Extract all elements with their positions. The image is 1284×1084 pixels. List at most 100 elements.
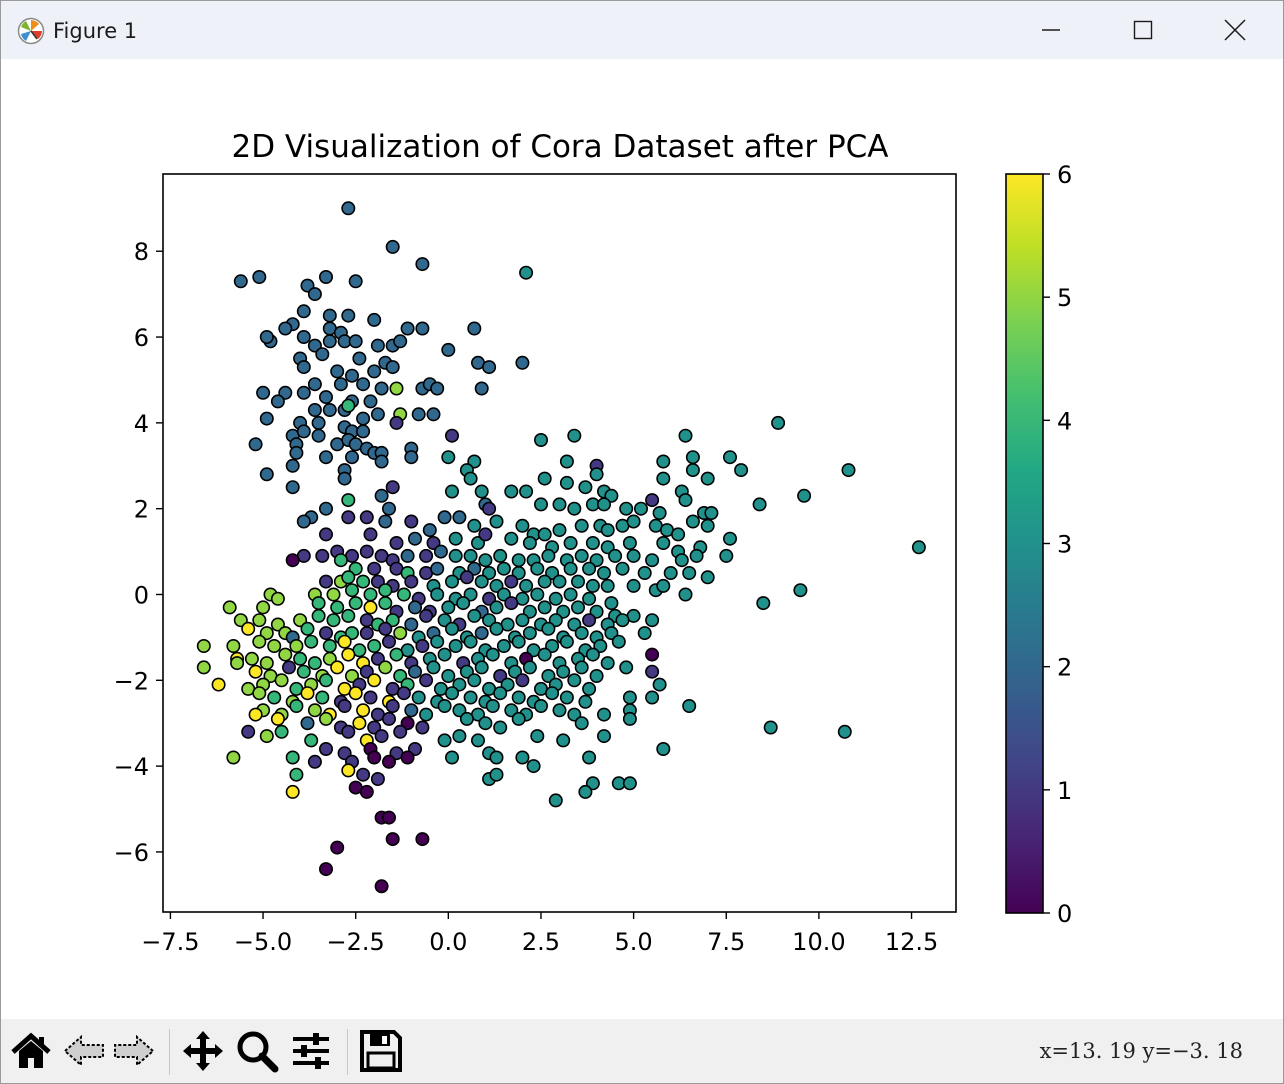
scatter-point — [671, 527, 686, 542]
maximize-button[interactable] — [1097, 1, 1189, 59]
scatter-point — [489, 767, 504, 782]
scatter-point — [248, 437, 263, 452]
scatter-point — [267, 690, 282, 705]
scatter-point — [474, 626, 489, 641]
scatter-point — [437, 510, 452, 525]
scatter-point — [552, 523, 567, 538]
scatter-point — [241, 724, 256, 739]
scatter-point — [637, 565, 652, 580]
scatter-point — [841, 463, 856, 478]
scatter-point — [567, 501, 582, 516]
scatter-point — [793, 583, 808, 598]
scatter-point — [385, 360, 400, 375]
scatter-point — [356, 574, 371, 589]
scatter-point — [700, 471, 715, 486]
scatter-point — [459, 711, 474, 726]
scatter-point — [374, 729, 389, 744]
scatter-point — [911, 540, 926, 555]
scatter-point — [444, 750, 459, 765]
scatter-point — [596, 707, 611, 722]
colorbar — [1005, 173, 1044, 914]
scatter-point — [419, 608, 434, 623]
y-tick-label: 0 — [134, 581, 149, 609]
scatter-point — [474, 381, 489, 396]
scatter-point — [552, 703, 567, 718]
x-tick-label: 2.5 — [522, 928, 560, 956]
scatter-point — [685, 514, 700, 529]
points-layer — [196, 201, 926, 894]
save-icon[interactable] — [359, 1029, 403, 1073]
scatter-point — [311, 415, 326, 430]
scatter-point — [378, 514, 393, 529]
scatter-point — [352, 716, 367, 731]
scatter-point — [356, 377, 371, 392]
scatter-point — [437, 733, 452, 748]
close-button[interactable] — [1189, 1, 1281, 59]
x-tick-label: 0.0 — [429, 928, 467, 956]
scatter-point — [574, 660, 589, 675]
scatter-point — [619, 501, 634, 516]
scatter-point — [574, 548, 589, 563]
scatter-point — [289, 445, 304, 460]
scatter-point — [537, 471, 552, 486]
colorbar-tick-label: 5 — [1057, 284, 1072, 312]
scatter-point — [444, 484, 459, 499]
scatter-point — [515, 613, 530, 628]
home-icon[interactable] — [9, 1029, 53, 1073]
scatter-point — [326, 587, 341, 602]
scatter-point — [656, 454, 671, 469]
configure-subplots-icon[interactable] — [289, 1029, 333, 1073]
scatter-point — [563, 561, 578, 576]
scatter-point — [378, 621, 393, 636]
scatter-point — [615, 561, 630, 576]
colorbar-tick-label: 1 — [1057, 777, 1072, 805]
scatter-point — [256, 385, 271, 400]
scatter-point — [252, 270, 267, 285]
window-title: Figure 1 — [53, 19, 138, 43]
scatter-point — [307, 402, 322, 417]
scatter-point — [400, 548, 415, 563]
scatter-point — [415, 638, 430, 653]
scatter-point — [589, 467, 604, 482]
figure-canvas[interactable]: 2D Visualization of Cora Dataset after P… — [1, 59, 1283, 1019]
scatter-point — [570, 600, 585, 615]
scatter-point — [656, 471, 671, 486]
scatter-point — [504, 484, 519, 499]
forward-arrow-icon[interactable] — [111, 1029, 155, 1073]
minimize-button[interactable] — [1005, 1, 1097, 59]
pan-icon[interactable] — [181, 1029, 225, 1073]
scatter-point — [474, 484, 489, 499]
scatter-point — [311, 608, 326, 623]
scatter-point — [444, 686, 459, 701]
scatter-point — [452, 510, 467, 525]
scatter-point — [259, 626, 274, 641]
scatter-point — [474, 660, 489, 675]
scatter-point — [504, 574, 519, 589]
scatter-point — [307, 287, 322, 302]
scatter-point — [456, 596, 471, 611]
scatter-point — [304, 733, 319, 748]
scatter-point — [378, 596, 393, 611]
scatter-point — [226, 638, 241, 653]
scatter-point — [315, 347, 330, 362]
scatter-point — [444, 621, 459, 636]
scatter-point — [285, 750, 300, 765]
scatter-point — [344, 583, 359, 598]
back-arrow-icon[interactable] — [63, 1029, 107, 1073]
scatter-point — [359, 626, 374, 641]
scatter-point — [318, 450, 333, 465]
scatter-point — [734, 463, 749, 478]
scatter-point — [541, 548, 556, 563]
scatter-point — [574, 518, 589, 533]
scatter-point — [270, 394, 285, 409]
scatter-point — [582, 591, 597, 606]
scatter-point — [578, 784, 593, 799]
scatter-point — [296, 360, 311, 375]
scatter-point — [463, 548, 478, 563]
scatter-point — [682, 698, 697, 713]
scatter-point — [482, 501, 497, 516]
scatter-point — [367, 364, 382, 379]
zoom-icon[interactable] — [235, 1029, 279, 1073]
scatter-point — [278, 321, 293, 336]
